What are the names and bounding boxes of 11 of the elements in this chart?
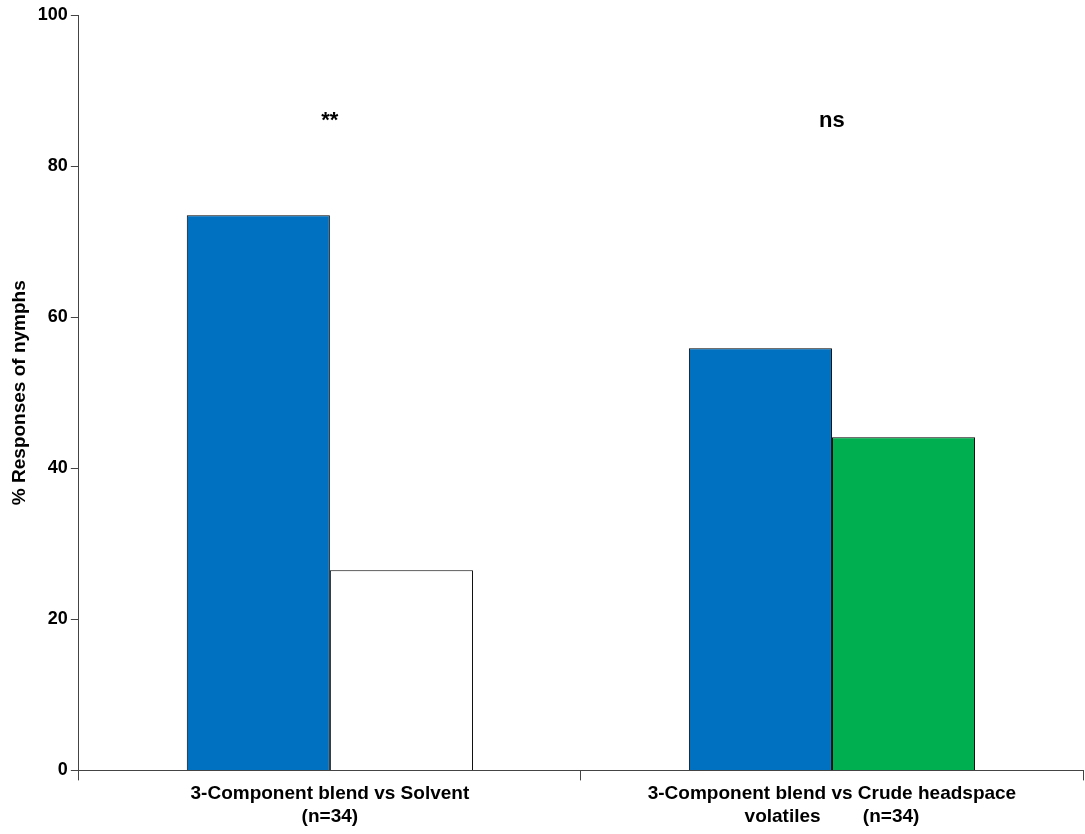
y-tick-label: 20 bbox=[47, 608, 68, 629]
annotation: ** bbox=[321, 106, 339, 132]
y-axis-title: % Responses of nymphs bbox=[7, 280, 29, 506]
y-tick-label: 60 bbox=[47, 306, 68, 327]
x-tick-label: 3-Component blend vs Solvent (n=34) bbox=[190, 782, 470, 826]
y-tick-label: 80 bbox=[47, 155, 68, 176]
y-tick-label: 40 bbox=[47, 457, 68, 478]
y-tick-label: 100 bbox=[37, 3, 68, 24]
y-tick-label: 0 bbox=[57, 759, 68, 780]
x-tick-label: 3-Component blend vs Crude headspace volatiles (n=34) bbox=[647, 782, 1017, 826]
annotation: ns bbox=[819, 106, 845, 132]
